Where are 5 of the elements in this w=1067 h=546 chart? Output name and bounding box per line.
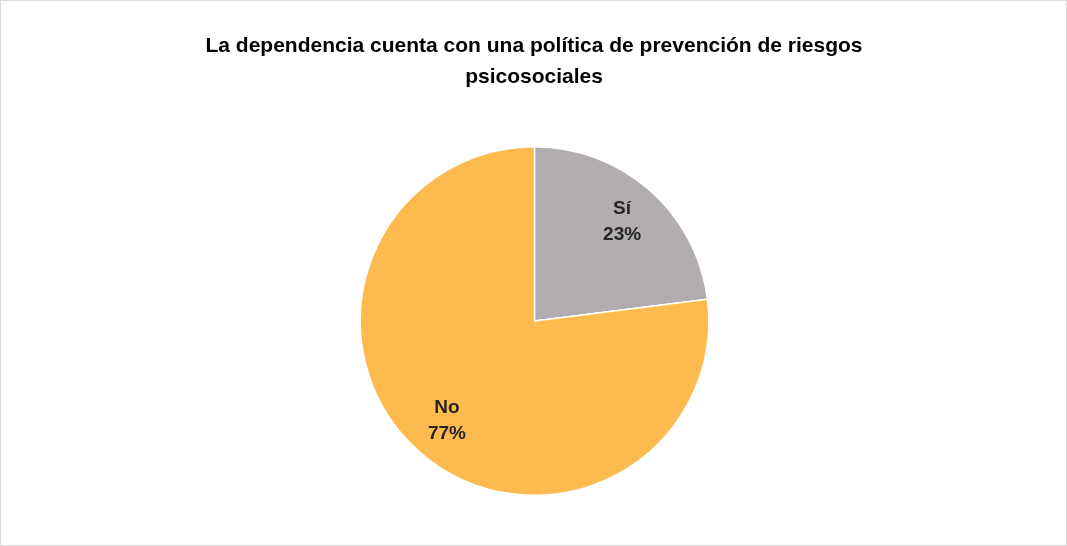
slice-label: Sí	[613, 196, 632, 218]
data-label: 77%	[427, 421, 467, 443]
data-label: 23%	[603, 222, 642, 244]
chart-title: La dependencia cuenta con una política de prevención de riesgos psicosociales	[204, 32, 864, 89]
slice-label: No	[434, 395, 460, 417]
